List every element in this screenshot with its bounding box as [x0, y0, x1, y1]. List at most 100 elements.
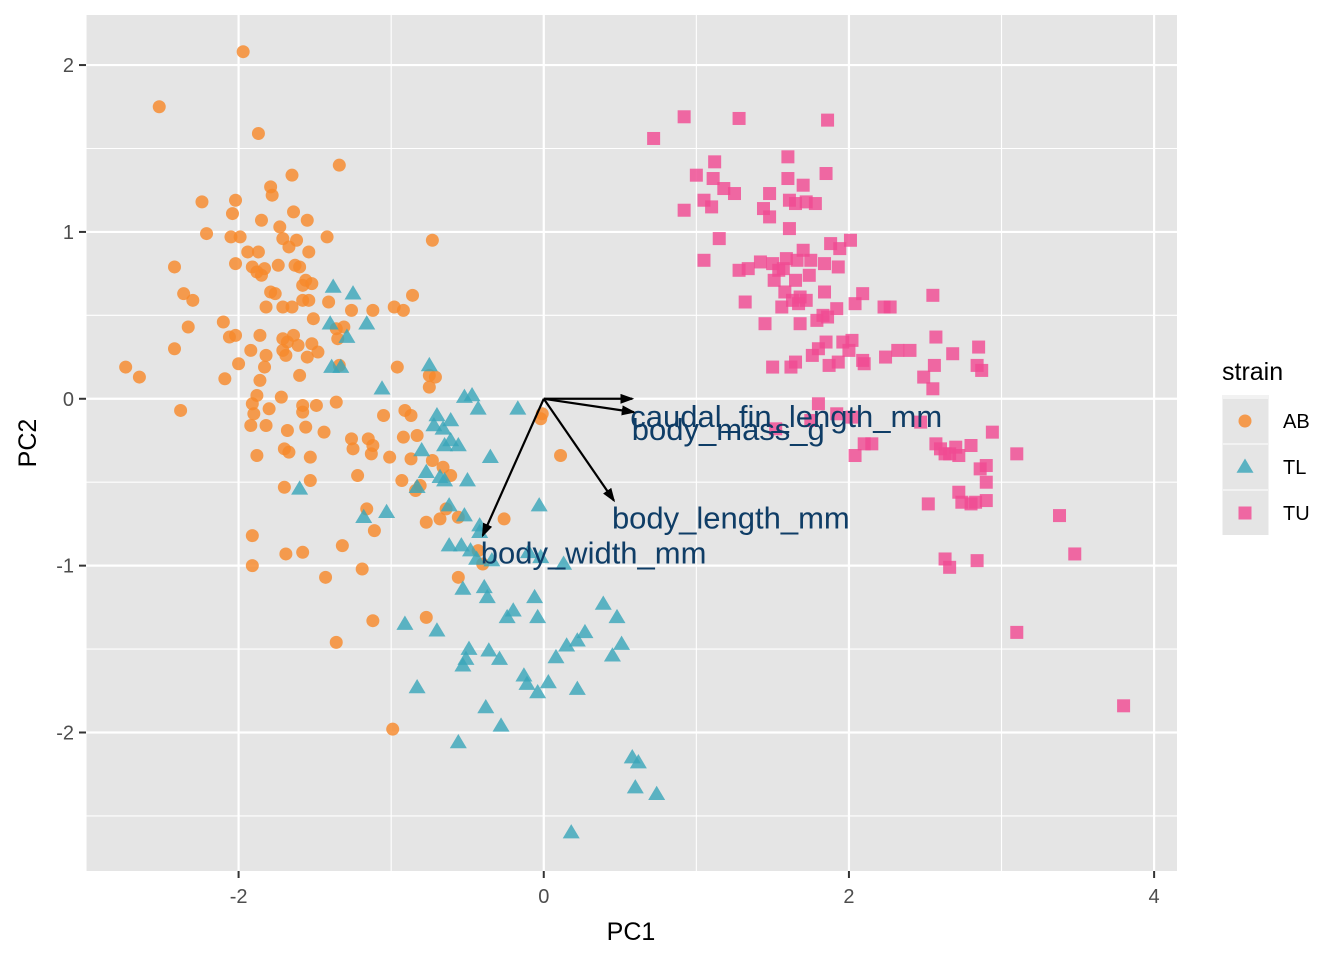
- point-ab: [245, 529, 259, 543]
- point-ab: [253, 328, 267, 342]
- point-tu: [789, 273, 803, 287]
- point-tu: [758, 317, 772, 331]
- point-ab: [233, 230, 247, 244]
- point-ab: [355, 562, 369, 576]
- point-tl: [530, 497, 548, 512]
- point-ab: [119, 360, 133, 374]
- legend-title: strain: [1222, 358, 1283, 386]
- point-tu: [784, 360, 798, 374]
- point-ab: [253, 373, 267, 387]
- point-tl: [449, 437, 467, 452]
- point-ab: [302, 245, 316, 259]
- point-tu: [883, 300, 897, 314]
- point-ab: [351, 469, 365, 483]
- legend-entry-ab: AB: [1223, 399, 1310, 443]
- point-tl: [468, 550, 486, 565]
- point-ab: [277, 480, 291, 494]
- point-ab: [251, 245, 265, 259]
- point-tu: [766, 360, 780, 374]
- point-ab: [419, 515, 433, 529]
- point-tl: [321, 315, 339, 330]
- point-tu: [979, 494, 993, 508]
- point-ab: [319, 570, 333, 584]
- series-ab: [119, 45, 568, 736]
- point-tl: [355, 508, 373, 524]
- point-ab: [186, 293, 200, 307]
- legend-label-ab: AB: [1283, 411, 1310, 433]
- y-tick-label: -1: [56, 556, 74, 578]
- point-ab: [232, 357, 246, 371]
- point-ab: [300, 213, 314, 227]
- point-tl: [469, 400, 487, 415]
- point-ab: [279, 348, 293, 362]
- point-ab: [425, 233, 439, 247]
- point-tu: [677, 203, 691, 217]
- loading-label-body-mass-g: body_mass_g: [632, 412, 825, 447]
- point-tl: [373, 380, 391, 395]
- point-tu: [782, 222, 796, 236]
- point-tu: [903, 343, 917, 357]
- point-ab: [195, 195, 209, 209]
- point-ab: [377, 408, 391, 422]
- point-ab: [259, 300, 273, 314]
- point-ab: [317, 425, 331, 439]
- point-ab: [433, 512, 447, 526]
- point-ab: [225, 207, 239, 221]
- point-ab: [346, 442, 360, 456]
- point-tu: [927, 358, 941, 372]
- point-tl: [608, 608, 626, 624]
- point-tl: [526, 588, 544, 604]
- point-ab: [280, 423, 294, 437]
- point-tu: [831, 260, 845, 274]
- point-ab: [293, 260, 307, 274]
- point-tu: [946, 347, 960, 361]
- point-tu: [790, 253, 804, 267]
- point-tl: [576, 623, 594, 639]
- point-ab: [419, 610, 433, 624]
- point-tl: [648, 785, 666, 801]
- point-tu: [1117, 699, 1131, 713]
- point-ab: [174, 403, 188, 417]
- point-tu: [781, 172, 795, 186]
- point-tu: [818, 257, 832, 271]
- point-tl: [420, 356, 438, 372]
- point-ab: [367, 524, 381, 538]
- point-ab: [306, 312, 320, 326]
- point-tu: [949, 440, 963, 454]
- point-ab: [395, 474, 409, 488]
- point-ab: [245, 397, 259, 411]
- point-ab: [428, 370, 442, 384]
- point-tl: [458, 472, 476, 487]
- point-tu: [821, 310, 835, 324]
- point-tl: [562, 824, 580, 839]
- point-ab: [366, 303, 380, 317]
- point-tu: [848, 297, 862, 311]
- point-tl: [408, 478, 426, 493]
- point-tu: [802, 268, 816, 282]
- point-ab: [132, 370, 146, 384]
- point-tl: [478, 588, 496, 604]
- point-tl: [529, 608, 547, 624]
- loading-label-body-width-mm: body_width_mm: [481, 536, 707, 571]
- point-ab: [406, 288, 420, 302]
- x-axis-title: PC1: [607, 918, 656, 946]
- point-tu: [1053, 509, 1067, 523]
- point-ab: [280, 335, 294, 349]
- point-ab: [287, 205, 301, 219]
- point-tl: [425, 416, 443, 432]
- point-tl: [594, 595, 612, 610]
- point-ab: [345, 303, 359, 317]
- point-ab: [177, 287, 191, 301]
- point-tu: [775, 300, 789, 314]
- point-tu: [677, 110, 691, 124]
- point-tu: [943, 560, 957, 574]
- x-tick-label: -2: [230, 886, 248, 908]
- point-ab: [259, 348, 273, 362]
- point-tu: [1068, 547, 1082, 561]
- point-tu: [808, 197, 822, 211]
- point-tu: [810, 313, 824, 327]
- point-tl: [455, 507, 473, 522]
- point-tl: [555, 555, 573, 570]
- point-ab: [387, 300, 401, 314]
